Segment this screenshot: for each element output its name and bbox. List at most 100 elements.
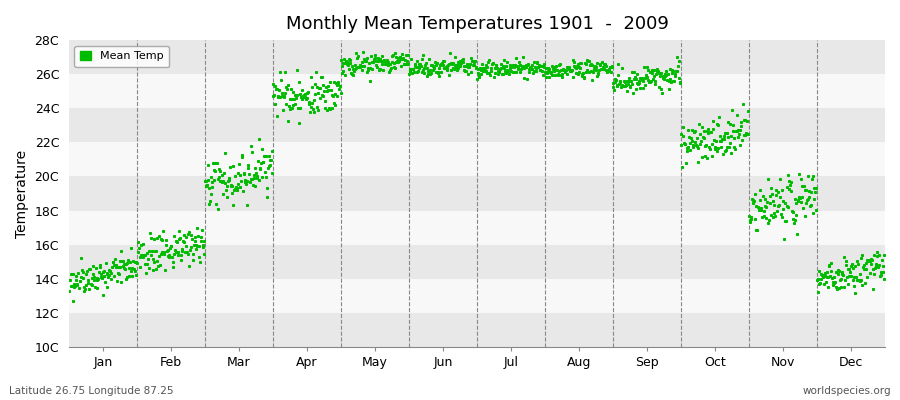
Point <box>639 72 653 78</box>
Point <box>656 74 670 81</box>
Point <box>241 161 256 168</box>
Point <box>746 197 760 204</box>
Point <box>148 266 163 272</box>
Point <box>869 262 884 269</box>
Point <box>480 64 494 70</box>
Point <box>746 197 760 204</box>
Point <box>775 187 789 193</box>
Point <box>325 104 339 111</box>
Point <box>800 173 814 180</box>
Point <box>513 69 527 76</box>
Point <box>347 62 362 69</box>
Point <box>146 267 160 274</box>
Point <box>214 178 229 184</box>
Point <box>461 71 475 77</box>
Point <box>656 74 670 81</box>
Point <box>173 234 187 241</box>
Point <box>593 62 608 68</box>
Point <box>590 60 604 66</box>
Point <box>122 272 136 279</box>
Point <box>682 134 697 140</box>
Point <box>197 251 211 257</box>
Point <box>212 174 227 180</box>
Point <box>94 271 108 277</box>
Point <box>172 236 186 242</box>
Point <box>68 273 83 279</box>
Point <box>312 85 327 91</box>
Point <box>273 94 287 100</box>
Point <box>450 66 464 73</box>
Point <box>513 69 527 76</box>
Point <box>843 263 858 270</box>
Point <box>791 196 806 203</box>
Point <box>395 51 410 58</box>
Point <box>518 62 533 68</box>
Point <box>315 92 329 98</box>
Point <box>778 218 792 224</box>
Point <box>569 70 583 76</box>
Point <box>94 274 109 281</box>
Point <box>371 55 385 62</box>
Point <box>325 104 339 111</box>
Point <box>760 175 775 182</box>
Point <box>670 62 685 69</box>
Point <box>323 79 338 85</box>
Point <box>553 62 567 68</box>
Point <box>277 94 292 100</box>
Point <box>114 258 129 265</box>
Point <box>145 248 159 254</box>
Point <box>552 68 566 74</box>
Point <box>132 254 147 260</box>
Point <box>135 252 149 258</box>
Point <box>517 65 531 72</box>
Point <box>271 94 285 100</box>
Point <box>229 172 243 179</box>
Point <box>761 217 776 224</box>
Point <box>722 144 736 151</box>
Point <box>548 72 562 78</box>
Point <box>601 68 616 74</box>
Point <box>600 68 615 74</box>
Point <box>150 258 165 264</box>
Point <box>490 65 504 71</box>
Point <box>768 213 782 219</box>
Point <box>286 88 301 95</box>
Point <box>76 284 91 290</box>
Point <box>468 58 482 64</box>
Point <box>756 212 770 219</box>
Point <box>610 83 625 89</box>
Point <box>646 67 661 73</box>
Point <box>828 279 842 285</box>
Point <box>78 286 93 292</box>
Point <box>703 146 717 152</box>
Point <box>461 71 475 77</box>
Point <box>843 263 858 270</box>
Point <box>693 131 707 137</box>
Point <box>695 124 709 130</box>
Point <box>396 56 410 62</box>
Point <box>608 87 622 93</box>
Point <box>789 200 804 206</box>
Point <box>477 68 491 74</box>
Point <box>339 60 354 67</box>
Point <box>513 62 527 68</box>
Point <box>403 56 418 62</box>
Point <box>428 59 443 66</box>
Point <box>173 234 187 241</box>
Point <box>328 102 342 108</box>
Point <box>350 55 365 62</box>
Point <box>255 146 269 152</box>
Point <box>621 80 635 87</box>
Point <box>619 88 634 94</box>
Point <box>176 248 190 254</box>
Point <box>721 119 735 125</box>
Point <box>705 141 719 148</box>
Point <box>436 62 451 68</box>
Point <box>512 62 526 68</box>
Point <box>392 54 407 60</box>
Point <box>142 230 157 236</box>
Point <box>554 72 568 78</box>
Point <box>166 232 181 239</box>
Point <box>385 52 400 58</box>
Point <box>114 278 129 285</box>
